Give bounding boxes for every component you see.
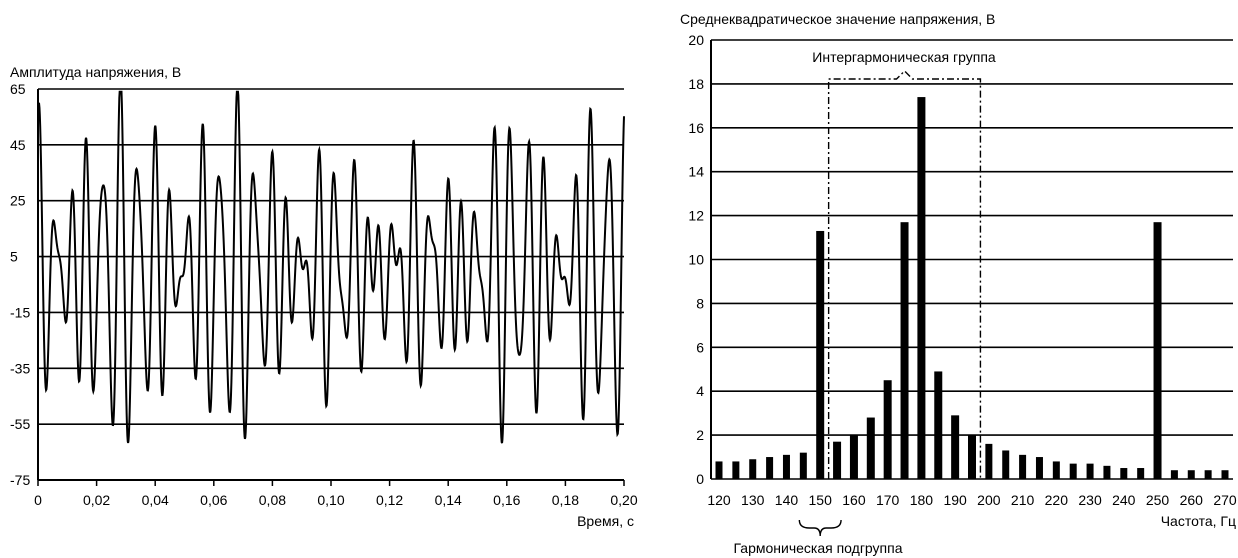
spectrum-bar: [900, 222, 909, 479]
right-x-tick-label: 190: [943, 492, 967, 508]
left-x-tick-label: 0,08: [259, 492, 286, 508]
right-x-tick-label: 170: [876, 492, 900, 508]
spectrum-bar: [1086, 463, 1094, 479]
right-y-tick-label: 8: [696, 295, 704, 311]
spectrum-bar: [934, 371, 943, 479]
right-x-tick-label: 150: [809, 492, 833, 508]
spectrum-bar: [1019, 454, 1027, 479]
right-x-tick-label: 250: [1146, 492, 1170, 508]
right-x-tick-label: 210: [1011, 492, 1035, 508]
right-y-tick-label: 0: [696, 471, 704, 487]
spectrum-bar: [1170, 470, 1178, 479]
left-x-tick-label: 0,06: [200, 492, 227, 508]
left-ylabel: Амплитуда напряжения, В: [10, 64, 181, 80]
left-x-tick-label: 0,10: [317, 492, 344, 508]
voltage-amplitude-chart: Амплитуда напряжения, В 65 45 25 5 -15 -35 -55…: [10, 64, 638, 529]
right-x-tick-label: 130: [741, 492, 765, 508]
spectrum-bar: [799, 452, 807, 479]
right-x-tick-label: 270: [1213, 492, 1237, 508]
right-x-tick-label: 200: [977, 492, 1001, 508]
spectrum-bar: [1187, 470, 1195, 479]
harmonic-subgroup-brace: [798, 519, 842, 537]
spectrum-bar: [1137, 468, 1145, 479]
right-x-tick-label: 260: [1180, 492, 1204, 508]
right-y-tick-label: 10: [688, 252, 704, 268]
spectrum-bar: [816, 230, 825, 479]
left-xlabel: Время, с: [577, 513, 634, 529]
left-y-tick-label: 45: [10, 137, 26, 153]
interharmonic-group-bracket: [827, 70, 982, 479]
right-x-tick-label: 180: [910, 492, 934, 508]
spectrum-bar: [1204, 470, 1212, 479]
left-y-tick-label: -75: [10, 472, 30, 488]
right-y-tick-label: 2: [696, 427, 704, 443]
spectrum-bar: [951, 415, 960, 479]
right-y-tick-label: 16: [688, 120, 704, 136]
spectrum-bar: [849, 435, 858, 479]
right-x-tick-label: 230: [1078, 492, 1102, 508]
left-x-tick-label: 0: [34, 492, 42, 508]
rms-spectrum-chart: Среднеквадратическое значение напряжения…: [680, 11, 1237, 556]
right-y-tick-label: 12: [688, 208, 704, 224]
right-y-tick-label: 6: [696, 339, 704, 355]
spectrum-bar: [968, 435, 976, 479]
left-x-tick-label: 0,02: [83, 492, 110, 508]
right-x-tick-label: 160: [842, 492, 866, 508]
spectrum-bar: [883, 380, 892, 479]
spectrum-bar: [782, 454, 790, 479]
right-x-tick-label: 240: [1112, 492, 1136, 508]
left-y-tick-label: 5: [10, 249, 18, 265]
right-xlabel: Частота, Гц: [1161, 513, 1236, 529]
right-y-tick-label: 14: [688, 164, 704, 180]
spectrum-bar: [1002, 450, 1010, 479]
left-y-tick-label: -15: [10, 304, 30, 320]
right-x-tick-label: 220: [1045, 492, 1069, 508]
spectrum-bar: [917, 97, 926, 479]
voltage-waveform-line: [37, 90, 625, 444]
spectrum-bar: [1069, 463, 1077, 479]
left-x-tick-label: 0,20: [610, 492, 637, 508]
left-y-tick-label: -55: [10, 416, 30, 432]
spectrum-bar: [1052, 461, 1060, 479]
spectrum-bar: [1035, 457, 1043, 479]
right-y-tick-label: 4: [696, 383, 704, 399]
right-x-tick-label: 120: [707, 492, 731, 508]
spectrum-bar: [1221, 470, 1229, 479]
spectrum-bar: [985, 443, 993, 479]
left-x-tick-label: 0,18: [552, 492, 579, 508]
left-y-tick-label: 65: [10, 81, 26, 97]
spectrum-bar: [749, 459, 757, 479]
left-x-tick-label: 0,14: [435, 492, 462, 508]
spectrum-bar: [732, 461, 740, 479]
left-x-tick-label: 0,16: [493, 492, 520, 508]
right-y-tick-label: 20: [688, 32, 704, 48]
right-x-tick-label: 140: [775, 492, 799, 508]
spectrum-bar: [1153, 222, 1162, 479]
spectrum-bar: [1103, 465, 1111, 479]
right-ylabel: Среднеквадратическое значение напряжения…: [680, 11, 995, 27]
right-y-tick-label: 18: [688, 76, 704, 92]
spectrum-bar: [715, 461, 723, 479]
spectrum-bar: [1120, 468, 1128, 479]
spectrum-bar: [866, 417, 875, 479]
harmonic-subgroup-label: Гармоническая подгруппа: [733, 540, 902, 556]
left-y-tick-label: -35: [10, 360, 30, 376]
spectrum-bar: [833, 441, 842, 479]
left-x-tick-label: 0,04: [142, 492, 169, 508]
left-x-tick-label: 0,12: [376, 492, 403, 508]
interharmonic-group-label: Интергармоническая группа: [812, 49, 996, 65]
left-y-tick-label: 25: [10, 193, 26, 209]
spectrum-bar: [766, 457, 774, 479]
